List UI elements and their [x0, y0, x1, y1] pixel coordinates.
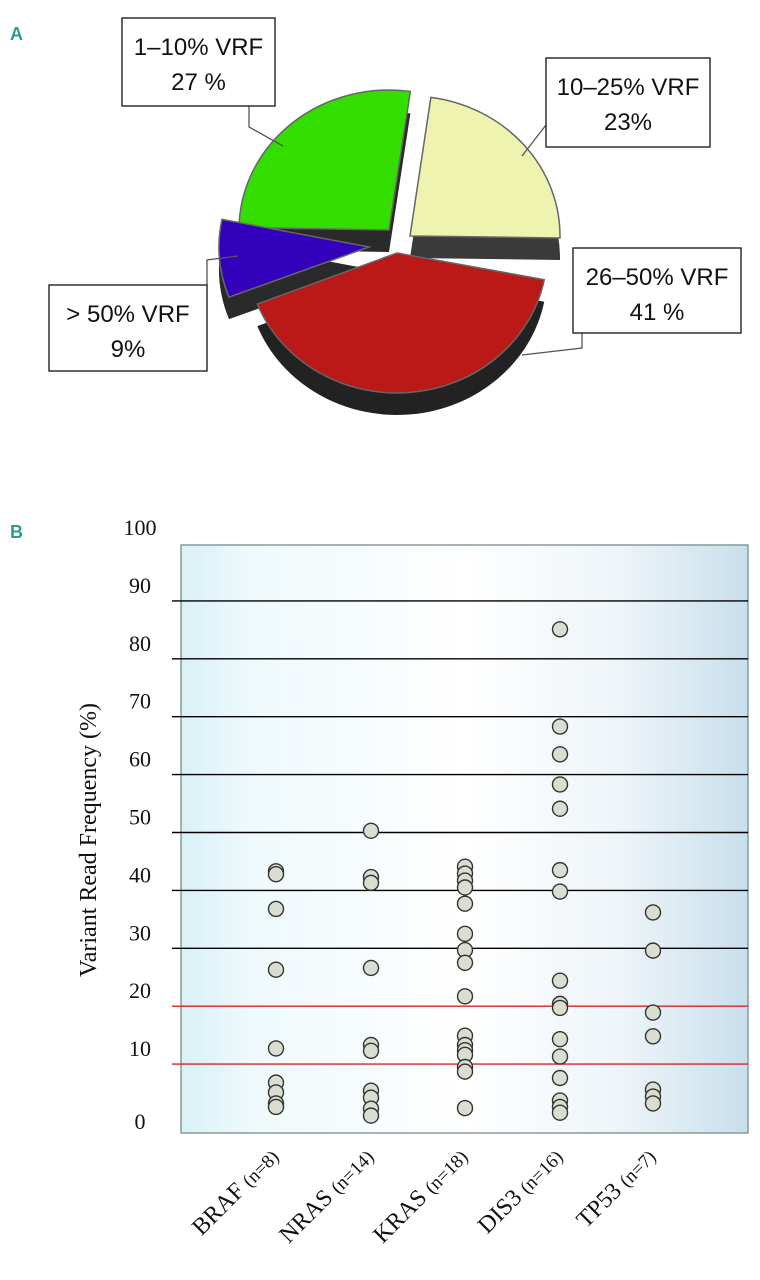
y-tick-0: 0 — [135, 1109, 146, 1134]
x-category-count-kras: (n=18) — [421, 1147, 473, 1199]
point-dis3-5 — [551, 861, 569, 879]
point-dis3-12 — [551, 1069, 569, 1087]
point-kras-15 — [456, 1099, 474, 1117]
callout-label-s3: 26–50% VRF — [586, 264, 729, 291]
x-category-name-braf: BRAF — [187, 1174, 254, 1241]
y-axis-ticks: 0 10 20 30 40 50 60 70 80 90 100 — [124, 515, 157, 1134]
callout-box-s1 — [121, 17, 276, 107]
x-category-count-dis3: (n=16) — [516, 1147, 568, 1199]
callout-value-s3: 41 % — [630, 299, 685, 326]
point-braf-2 — [267, 900, 285, 918]
callout-box-s4 — [48, 284, 208, 372]
y-tick-40: 40 — [129, 862, 151, 887]
point-nras-3 — [362, 959, 380, 977]
point-nras-9 — [362, 1107, 380, 1124]
callout-label-s1: 1–10% VRF — [134, 34, 263, 61]
y-tick-70: 70 — [129, 689, 151, 714]
y-tick-10: 10 — [129, 1036, 151, 1061]
y-tick-50: 50 — [129, 805, 151, 830]
point-kras-3 — [456, 879, 474, 896]
y-tick-90: 90 — [129, 573, 151, 598]
point-dis3-3 — [551, 776, 569, 793]
point-nras-5 — [362, 1042, 380, 1059]
pie-slice-s3 — [256, 252, 546, 394]
y-tick-100: 100 — [124, 515, 157, 540]
pie-callouts: 1–10% VRF 27 % 10–25% VRF 23% 26–50% VRF 41 %… — [48, 17, 742, 372]
point-braf-4 — [267, 1040, 285, 1057]
data-points — [267, 621, 662, 1124]
point-nras-2 — [362, 874, 380, 892]
point-tp53-2 — [644, 1004, 662, 1021]
x-category-count-nras: (n=14) — [327, 1147, 379, 1199]
callout-leader-s4 — [206, 255, 239, 285]
callout-value-s1: 27 % — [171, 69, 226, 96]
x-category-nras: NRAS (n=14) — [275, 1144, 380, 1249]
point-dis3-2 — [551, 746, 569, 763]
x-category-name-kras: KRAS — [369, 1181, 437, 1249]
point-kras-14 — [456, 1063, 474, 1080]
point-kras-8 — [456, 988, 474, 1005]
panel-a-label: A — [10, 24, 23, 44]
pie-chart — [218, 89, 561, 416]
point-dis3-11 — [551, 1048, 569, 1065]
point-tp53-1 — [644, 942, 662, 959]
point-dis3-15 — [551, 1104, 569, 1121]
callout-leader-s3 — [521, 333, 583, 356]
pie-slice-s1 — [238, 89, 412, 231]
callout-value-s4: 9% — [111, 336, 146, 363]
x-category-tp53: TP53 (n=7) — [572, 1144, 661, 1233]
callout-leader-s1 — [248, 106, 284, 147]
x-category-kras: KRAS (n=18) — [369, 1144, 474, 1249]
callout-value-s2: 23% — [604, 109, 652, 136]
callout-label-s4: > 50% VRF — [66, 301, 189, 328]
y-tick-30: 30 — [129, 920, 151, 945]
y-tick-60: 60 — [129, 747, 151, 772]
y-axis-label: Variant Read Frequency (%) — [76, 703, 102, 977]
point-dis3-1 — [551, 718, 569, 735]
point-dis3-0 — [551, 621, 569, 638]
pie-slice-s2 — [409, 96, 561, 239]
point-dis3-9 — [551, 999, 569, 1017]
point-kras-5 — [456, 925, 474, 943]
panel-b-label: B — [10, 522, 23, 542]
callout-leader-s2 — [521, 124, 547, 157]
point-braf-1 — [267, 865, 285, 883]
point-dis3-4 — [551, 800, 569, 817]
point-tp53-0 — [644, 904, 662, 921]
point-tp53-3 — [644, 1028, 662, 1045]
x-category-name-nras: NRAS — [275, 1181, 343, 1249]
y-tick-20: 20 — [129, 978, 151, 1003]
point-kras-7 — [456, 954, 474, 971]
point-dis3-10 — [551, 1031, 569, 1048]
y-tick-80: 80 — [129, 631, 151, 656]
x-category-braf: BRAF (n=8) — [187, 1144, 284, 1241]
point-nras-0 — [362, 822, 380, 839]
point-tp53-6 — [644, 1095, 662, 1112]
callout-label-s2: 10–25% VRF — [557, 74, 700, 101]
point-dis3-7 — [551, 972, 569, 989]
point-dis3-6 — [551, 883, 569, 900]
callout-box-s2 — [545, 57, 711, 148]
point-braf-8 — [267, 1098, 285, 1116]
x-axis-categories: BRAF (n=8)NRAS (n=14)KRAS (n=18)DIS3 (n=… — [187, 1144, 661, 1249]
callout-box-s3 — [572, 247, 742, 334]
x-category-dis3: DIS3 (n=16) — [473, 1144, 568, 1239]
point-braf-3 — [267, 961, 285, 978]
point-kras-4 — [456, 895, 474, 912]
